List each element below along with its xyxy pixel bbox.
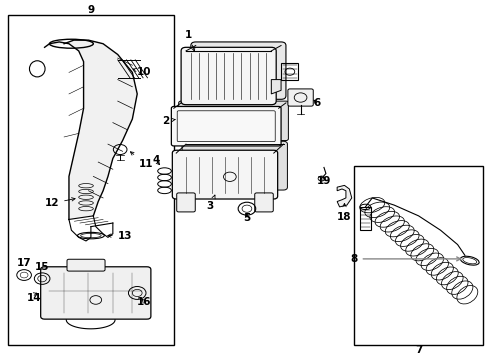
Text: 5: 5	[243, 213, 250, 223]
Polygon shape	[271, 80, 281, 94]
Text: 14: 14	[26, 293, 41, 303]
FancyBboxPatch shape	[172, 150, 277, 199]
Bar	[8, 15, 173, 345]
FancyBboxPatch shape	[41, 267, 151, 319]
Text: 15: 15	[35, 262, 49, 272]
FancyBboxPatch shape	[176, 193, 195, 212]
Bar	[359, 207, 370, 230]
Text: 11: 11	[130, 152, 153, 169]
Polygon shape	[336, 185, 351, 207]
Text: 8: 8	[350, 254, 460, 264]
Text: 6: 6	[312, 98, 320, 108]
Text: 17: 17	[17, 258, 31, 268]
Text: 1: 1	[184, 30, 194, 51]
Text: 10: 10	[133, 67, 151, 77]
FancyBboxPatch shape	[67, 259, 105, 271]
FancyBboxPatch shape	[178, 101, 288, 140]
FancyBboxPatch shape	[171, 107, 281, 146]
FancyBboxPatch shape	[254, 193, 273, 212]
FancyBboxPatch shape	[181, 47, 276, 105]
Text: 4: 4	[152, 155, 159, 165]
Bar	[281, 63, 298, 80]
FancyBboxPatch shape	[190, 42, 285, 99]
Text: 16: 16	[137, 297, 151, 307]
Text: 12: 12	[44, 198, 75, 208]
Text: 18: 18	[337, 203, 351, 221]
Text: 19: 19	[317, 176, 331, 186]
FancyBboxPatch shape	[182, 141, 287, 190]
Text: 9: 9	[87, 5, 94, 15]
Text: 7: 7	[414, 345, 422, 355]
Text: 13: 13	[107, 231, 132, 240]
FancyBboxPatch shape	[287, 89, 313, 106]
Text: 2: 2	[162, 116, 175, 126]
Polygon shape	[44, 40, 137, 220]
Bar	[353, 166, 483, 345]
Text: 3: 3	[206, 195, 215, 211]
